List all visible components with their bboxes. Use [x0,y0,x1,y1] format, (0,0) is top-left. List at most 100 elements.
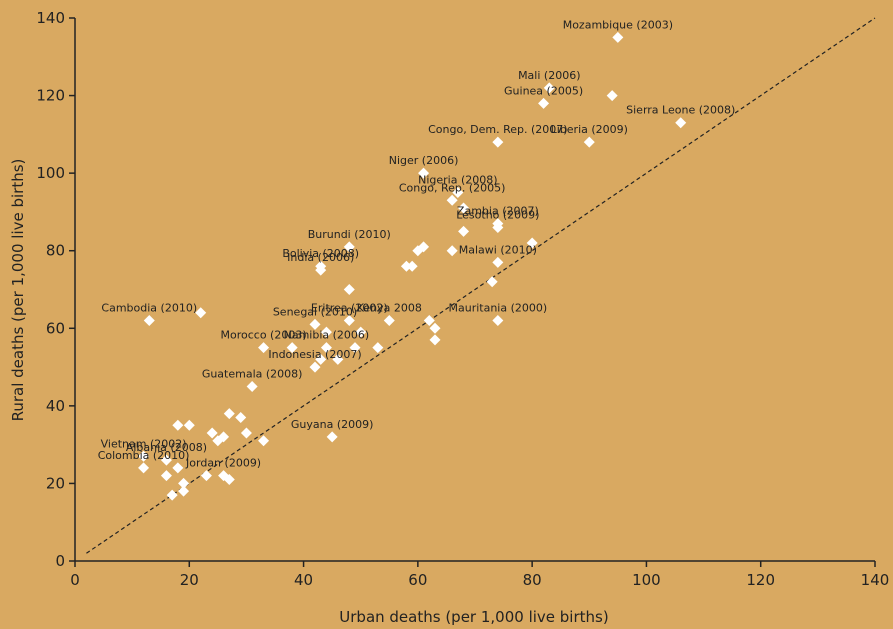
point-label: India (2006) [287,251,354,264]
point-label: Congo, Rep. (2005) [399,181,506,194]
data-point [320,326,332,338]
data-point [309,318,321,330]
point-label: Guyana (2009) [291,418,374,431]
data-point [418,241,430,253]
point-label: Colombia (2010) [98,449,190,462]
data-point [452,187,464,199]
x-tick-label: 140 [861,571,890,589]
data-point [446,194,458,206]
data-point [492,218,504,230]
data-point [235,411,247,423]
data-point [492,256,504,268]
data-point [178,485,190,497]
data-point [332,353,344,365]
data-point [349,342,361,354]
data-point [223,474,235,486]
point-label: Albania (2008) [126,441,207,454]
data-point [160,454,172,466]
x-tick-label: 120 [746,571,775,589]
x-tick-label: 0 [70,571,80,589]
x-tick-label: 80 [523,571,542,589]
y-tick-label: 20 [46,474,65,492]
data-point [526,237,538,249]
data-point [195,307,207,319]
point-label: Guatemala (2008) [202,367,303,380]
data-point [343,284,355,295]
x-axis-ticks: 0 20 40 60 80 100 120 140 [70,561,889,589]
point-label: Bolivia (2008) [282,247,359,260]
data-point [172,419,184,431]
data-point [326,431,338,443]
y-tick-label: 60 [46,319,65,337]
data-point [423,315,435,327]
y-axis-title: Rural deaths (per 1,000 live births) [9,159,27,422]
data-point [343,315,355,327]
point-label: Morocco (2003) [221,329,307,342]
point-label: Congo, Dem. Rep. (2007) [428,123,568,136]
data-point [138,462,150,474]
data-point [218,431,230,443]
y-tick-label: 0 [55,552,65,570]
data-point [429,322,441,334]
data-point [543,82,555,94]
y-tick-label: 140 [36,9,65,27]
x-tick-label: 20 [180,571,199,589]
y-tick-label: 120 [36,87,65,105]
x-tick-label: 40 [294,571,313,589]
data-point [372,342,384,354]
data-point [606,90,618,102]
y-tick-label: 80 [46,242,65,260]
data-point [206,427,218,439]
data-point [492,136,504,148]
data-point [258,342,270,354]
data-point [355,326,367,338]
parity-reference-line [86,17,876,554]
data-point [492,315,504,327]
point-label: Cambodia (2010) [101,302,197,315]
point-label: Vietnam (2002) [101,437,187,450]
point-label: Liberia (2009) [551,123,628,136]
data-point [583,136,595,148]
point-label: Senegal (2010) [273,305,357,318]
data-point [143,315,155,327]
x-axis-title: Urban deaths (per 1,000 live births) [339,608,608,626]
data-point [612,31,624,43]
data-point [160,470,172,482]
data-point [458,225,470,237]
point-label: Eritrea (2002) [311,302,388,315]
data-point [675,117,687,129]
data-point [383,315,395,327]
data-point [320,342,332,354]
data-point [166,489,178,501]
data-point [315,353,327,365]
data-point [458,202,470,214]
point-label: Mozambique (2003) [563,18,673,31]
data-point [538,97,550,109]
data-point [343,241,355,253]
y-tick-label: 40 [46,397,65,415]
data-point [406,260,418,272]
data-point [486,276,498,288]
x-tick-label: 100 [632,571,661,589]
data-point [183,419,195,431]
point-label: Kenya 2008 [357,302,422,315]
point-label: Indonesia (2007) [268,348,361,361]
point-label: Burundi (2010) [308,228,391,241]
point-label: Jordan (2009) [185,457,261,470]
data-point [286,342,298,354]
x-tick-label: 60 [408,571,427,589]
y-axis-ticks: 0 20 40 60 80 100 120 140 [36,9,75,570]
data-point [429,334,441,346]
point-label: Malawi (2010) [459,243,537,256]
data-point [240,427,252,439]
data-point [200,470,212,482]
point-label: Lesotho (2009) [456,208,539,221]
data-point [172,462,184,474]
data-points [138,31,687,501]
point-label: Nigeria (2008) [418,174,497,187]
data-point [258,435,270,447]
point-label: Zambia (2007) [457,205,539,218]
data-point [400,260,412,272]
